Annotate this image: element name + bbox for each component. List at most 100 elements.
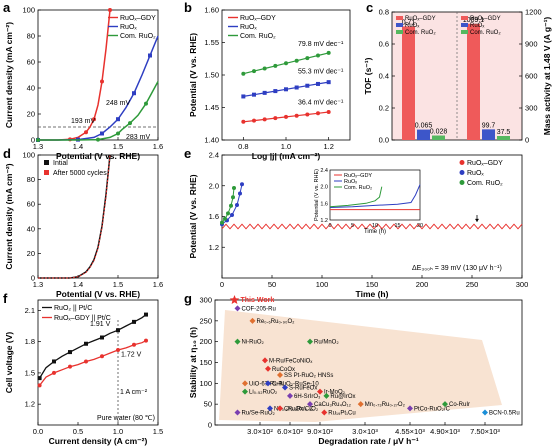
panel-b-series-marker [273,63,278,68]
panel-e-legend-label: RuOₓ–GDY [467,160,503,167]
panel-g-point-marker [307,338,313,345]
panel-f-series-marker [84,359,88,364]
panel-f-series-marker [144,338,148,343]
panel-e-y-tick-label: 1.2 [209,243,219,252]
panel-d-legend-label: After 5000 cycles [53,170,107,177]
panel-g-point-label: C-RuO₂-RuSe-10 [272,381,319,387]
panel-b-series-marker [252,92,256,97]
panel-g-point-label: Co-RuIr [449,402,470,408]
panel-g-point-marker [265,365,271,372]
panel-d-y-tick-label: 60 [27,200,35,209]
panel-c-tof-bar [417,129,430,140]
panel-f-y-tick-label: 1.2 [25,400,35,409]
panel-g-point-marker [323,392,330,399]
panel-a-series-marker [148,53,152,58]
panel-d-series-line [38,154,111,279]
panel-e-x-tick-label: 150 [366,280,379,289]
panel-g-point-label: Li₀.₅₂RuO₂ [249,390,278,396]
panel-a-ylabel: Current density (mA cm⁻²) [4,22,14,128]
panel-b-y-tick-label: 1.50 [204,71,219,80]
panel-g-point-marker [307,401,313,408]
panel-g-star-marker [229,295,240,304]
panel-c-yleft-tick-label: 0.4 [379,72,389,81]
panel-g-point-marker [287,392,293,399]
panel-c-legend-swatch [396,16,403,20]
panel-g-label: g [184,291,192,306]
panel-e-inset-legend-label: Com. RuO₂ [344,185,372,191]
panel-c-yright-tick-label: 1200 [525,8,542,17]
panel-b-series-marker [252,69,256,74]
panel-c-yleft-tick-label: 0.8 [379,8,389,17]
panel-e-inset-line [329,186,383,208]
panel-f-series-marker [100,354,104,359]
panel-a-x-tick-label: 1.5 [113,142,123,151]
panel-e-y-tick-label: 2.4 [209,151,219,160]
panel-c-tof-label: 0.028 [430,129,448,136]
panel-d-x-tick-label: 1.3 [33,280,43,289]
panel-g-point-label: This Work [241,297,275,304]
panel-a-xlabel: Potential (V vs. RHE) [56,151,140,161]
panel-e-series-marker [232,186,236,191]
panel-b-ylabel: Potential (V vs. RHE) [188,33,198,117]
panel-b-label: b [184,0,192,15]
panel-g-point-label: Ru@IrOx [330,394,355,400]
panel-b-y-tick-label: 1.55 [204,38,219,47]
panel-f-legend-label: RuO₂ || Pt/C [54,305,92,312]
panel-g-point-marker [234,338,241,345]
panel-e-legend-swatch [459,170,465,175]
panel-a-y-tick-label: 60 [27,58,35,67]
panel-b-legend-label: RuOₓ–GDY [240,15,276,22]
panel-c-mass-bar [467,23,480,141]
panel-g-x-tick-label: 9.0×10² [307,427,333,436]
panel-c-legend-swatch [461,23,468,27]
panel-f-annotation: Pure water (80 ℃) [97,415,155,422]
panel-c-mass-bar [482,129,495,140]
panel-g-x-tick-label: 3.0×10² [247,427,273,436]
panel-e-arrowhead [475,218,479,222]
panel-c-tof-bar [432,135,445,140]
panel-b-x-tick-label: 0.8 [238,142,248,151]
panel-g-point-label: Ni-RuO₂ [242,340,265,346]
panel-e-inset-ytick: 1.6 [320,201,328,207]
panel-a-series-marker [96,137,100,142]
panel-a-x-tick-label: 1.6 [153,142,163,151]
panel-c-legend-swatch [396,30,403,34]
panel-e-inset-xtick: 15 [394,223,400,229]
panel-b-series-marker [326,50,331,55]
panel-e-x-tick-label: 200 [416,280,429,289]
panel-a-series-marker [144,101,148,106]
panel-g-point-marker [277,372,283,378]
panel-g-y-tick-label: 0 [208,421,212,430]
panel-d-y-tick-label: 80 [27,175,35,184]
panel-b-y-tick-label: 1.40 [204,136,219,145]
panel-g-point-marker [357,401,364,408]
panel-f-annotation: 1 A cm⁻² [120,389,148,396]
panel-c-yright-tick-label: 600 [525,72,538,81]
panel-c-legend-label: RuOₓ–GDY [405,16,436,22]
panel-e-inset-xtick: 5 [351,223,354,229]
panel-c-legend-swatch [396,23,403,27]
panel-c-ylabel-right: Mass activity at 1.48 V (A g⁻¹) [542,17,552,136]
panel-f-series-line [39,340,147,386]
panel-g-point-label: RuCoOx [272,367,295,373]
panel-b-x-tick-label: 1.0 [281,142,291,151]
panel-f-series-marker [68,364,72,369]
panel-g-point-label: Nb₀.₁RuOx/CC [274,406,314,412]
panel-b-series-marker [262,66,267,71]
panel-f-y-tick-label: 1.5 [25,368,35,377]
panel-e-inset-xlabel: Time (h) [364,229,386,235]
panel-e-x-tick-label: 100 [316,280,329,289]
panel-a-annotation: 193 mV [71,118,95,125]
panel-g-x-tick-label: 7.50×10³ [470,427,500,436]
panel-b-series-marker [284,87,288,92]
panel-f-annotation: 1.91 V [90,321,111,328]
panel-g-point-label: SS Pt-RuO₂ HNSs [284,373,333,379]
panel-g-x-tick-label: 4.55×10³ [395,427,425,436]
panel-a-y-tick-label: 0 [31,136,35,145]
panel-a-y-tick-label: 40 [27,84,35,93]
panel-f-ylabel: Cell voltage (V) [4,332,14,394]
panel-b-legend-label: Com. RuO₂ [240,33,276,40]
panel-f-legend-label: RuOₓ–GDY || Pt/C [54,315,111,322]
panel-g-point-marker [317,388,323,395]
panel-g-point-marker [407,405,413,412]
